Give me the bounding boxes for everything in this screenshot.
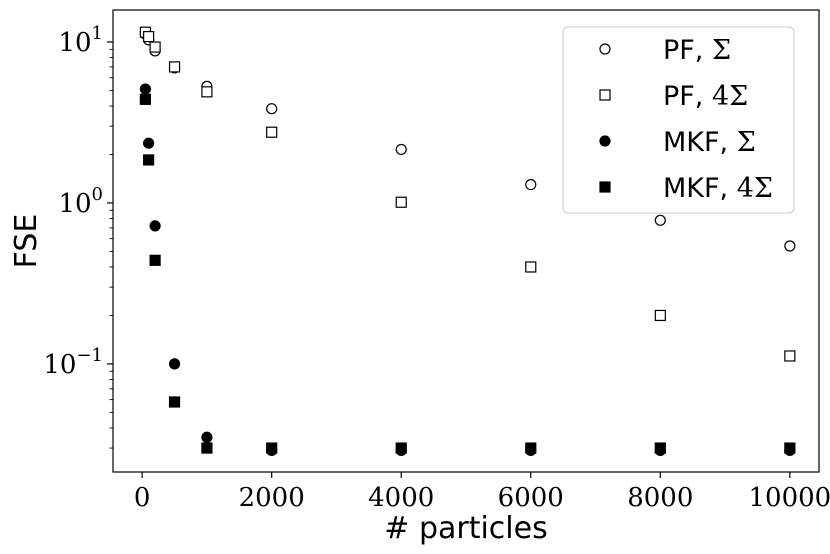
data-point-s3-4 xyxy=(201,442,213,454)
x-axis: 0 2000 4000 6000 8000 10000 xyxy=(134,472,830,513)
x-tick-label: 6000 xyxy=(498,483,564,513)
data-point-s0-6 xyxy=(395,143,407,156)
legend-label-1: PF, 4Σ xyxy=(663,81,748,112)
data-point-s1-9 xyxy=(784,350,796,362)
data-point-s3-7 xyxy=(525,442,537,454)
legend-label-3: MKF, 4Σ xyxy=(663,173,773,204)
data-point-s2-0 xyxy=(139,83,151,95)
data-point-s0-7 xyxy=(525,178,537,191)
y-tick-label: 101 xyxy=(58,23,103,58)
y-tick-label: 100 xyxy=(58,184,103,219)
data-point-s0-8 xyxy=(654,214,666,226)
legend-marker-0 xyxy=(599,43,611,55)
plot-layer xyxy=(139,26,796,457)
y-tick-label: 10−1 xyxy=(43,345,103,380)
x-tick-label: 8000 xyxy=(627,483,693,513)
legend-box xyxy=(562,26,795,214)
data-point-s1-3 xyxy=(168,61,181,73)
data-point-s3-5 xyxy=(266,442,278,454)
data-point-s0-9 xyxy=(784,240,796,252)
legend-label-0: PF, Σ xyxy=(663,35,731,66)
y-axis-label: FSE xyxy=(9,214,44,269)
data-point-s3-1 xyxy=(143,154,155,166)
data-point-s3-2 xyxy=(149,254,161,266)
legend: PF, Σ PF, 4Σ MKF, Σ MKF, 4Σ xyxy=(562,26,795,214)
data-point-s1-8 xyxy=(654,309,666,322)
data-point-s1-4 xyxy=(201,86,213,98)
legend-marker-2 xyxy=(599,135,611,147)
data-point-s3-8 xyxy=(654,442,666,454)
legend-marker-3 xyxy=(599,181,611,193)
data-point-s1-2 xyxy=(149,41,161,53)
data-point-s3-9 xyxy=(784,442,796,454)
x-tick-label: 2000 xyxy=(239,483,305,513)
data-point-s3-6 xyxy=(395,442,407,454)
data-point-s1-5 xyxy=(266,126,278,138)
legend-label-2: MKF, Σ xyxy=(663,127,756,158)
data-point-s1-6 xyxy=(395,196,407,208)
data-point-s2-4 xyxy=(201,431,213,443)
data-point-s1-7 xyxy=(525,261,537,273)
x-tick-label: 10000 xyxy=(748,483,830,513)
x-axis-label: # particles xyxy=(384,511,547,546)
legend-marker-1 xyxy=(599,89,611,101)
data-point-s2-3 xyxy=(168,358,181,370)
data-point-s2-2 xyxy=(149,220,161,232)
data-point-s0-5 xyxy=(266,103,278,115)
x-tick-label: 4000 xyxy=(368,483,434,513)
data-point-s3-0 xyxy=(139,93,151,105)
data-point-s2-1 xyxy=(143,137,155,149)
data-point-s3-3 xyxy=(168,396,181,408)
plot-frame xyxy=(112,9,820,473)
data-point-s1-1 xyxy=(143,30,155,43)
y-axis: 101 100 10−1 xyxy=(43,23,113,449)
x-tick-label: 0 xyxy=(134,483,151,513)
